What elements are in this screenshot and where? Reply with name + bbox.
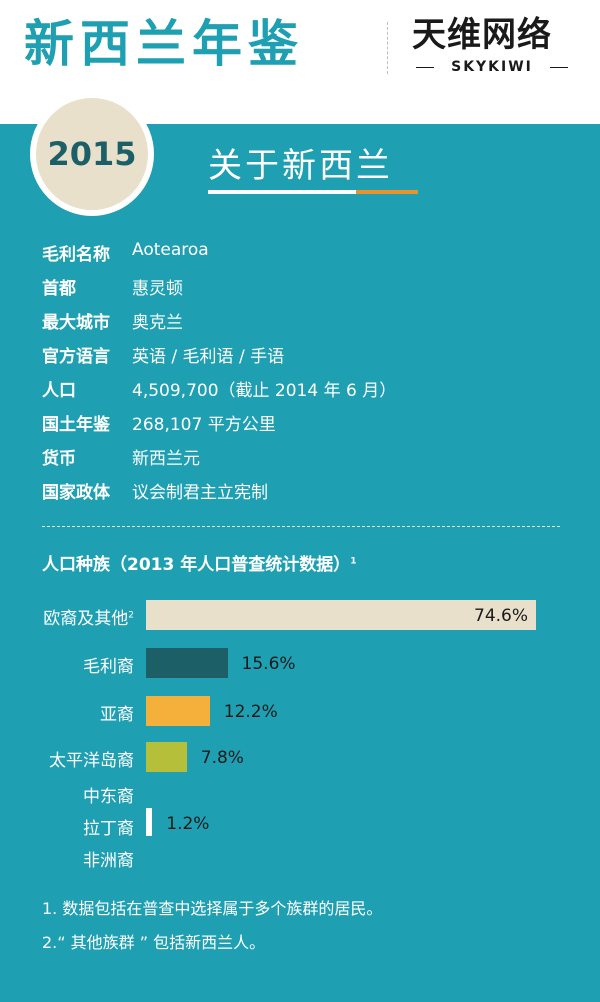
section-divider	[42, 526, 560, 527]
category-label-text: 毛利裔	[83, 657, 134, 677]
bar	[146, 600, 536, 630]
footnote-1: 1. 数据包括在普查中选择属于多个族群的居民。	[42, 899, 383, 918]
value-label: 7.8%	[200, 748, 244, 768]
chart-title-footnote-mark: 1	[350, 556, 357, 567]
fact-label: 货币	[42, 449, 76, 469]
footnote-2: 2.“ 其他族群 ” 包括新西兰人。	[42, 933, 266, 952]
fact-value: 新西兰元	[132, 449, 200, 469]
fact-row: 人口 4,509,700（截止 2014 年 6 月）	[42, 372, 562, 406]
ethnicity-bar-chart: 欧裔及其他2 74.6% 毛利裔 15.6% 亚裔 12.2% 太平洋岛裔 7.8% 中东裔拉丁…	[0, 590, 600, 871]
fact-label: 毛利名称	[42, 245, 110, 265]
year-badge: 2015	[30, 92, 154, 216]
fact-value: Aotearoa	[132, 240, 209, 260]
fact-value: 议会制君主立宪制	[132, 483, 268, 503]
section-title-underline	[208, 190, 418, 194]
category-label-text: 非洲裔	[83, 851, 134, 871]
category-label-text: 拉丁裔	[83, 819, 134, 839]
category-label: 非洲裔	[83, 846, 134, 871]
bar	[146, 808, 153, 836]
bar	[146, 648, 228, 678]
fact-row: 首都 惠灵顿	[42, 270, 562, 304]
underline-accent	[356, 190, 418, 194]
category-label-text: 亚裔	[100, 705, 134, 725]
fact-row: 毛利名称 Aotearoa	[42, 236, 562, 270]
fact-label: 官方语言	[42, 347, 110, 367]
category-label: 拉丁裔	[83, 814, 134, 839]
logo-english-text: SKYKIWI	[412, 58, 572, 76]
fact-label: 首都	[42, 279, 76, 299]
category-label-text: 欧裔及其他	[43, 609, 129, 629]
page-title: 新西兰年鉴	[24, 15, 304, 73]
category-footnote-mark: 2	[128, 610, 134, 621]
year-text: 2015	[47, 135, 137, 173]
fact-value: 268,107 平方公里	[132, 415, 276, 435]
fact-value: 4,509,700（截止 2014 年 6 月）	[132, 381, 397, 401]
category-label-text: 太平洋岛裔	[49, 751, 134, 771]
fact-value: 奥克兰	[132, 313, 183, 333]
fact-row: 国土年鉴 268,107 平方公里	[42, 406, 562, 440]
chart-title-text: 人口种族（2013 年人口普查统计数据）	[42, 555, 351, 575]
category-label: 中东裔	[83, 782, 134, 807]
skykiwi-logo: 天维网络 SKYKIWI	[412, 16, 572, 80]
footnotes: 1. 数据包括在普查中选择属于多个族群的居民。 2.“ 其他族群 ” 包括新西兰…	[42, 892, 572, 960]
bar	[146, 742, 187, 772]
category-label: 亚裔	[100, 700, 134, 725]
value-label: 74.6%	[474, 606, 529, 626]
facts-list: 毛利名称 Aotearoa 首都 惠灵顿最大城市 奥克兰官方语言 英语 / 毛利语 / 手…	[42, 236, 562, 508]
fact-value: 英语 / 毛利语 / 手语	[132, 347, 285, 367]
fact-row: 国家政体 议会制君主立宪制	[42, 474, 562, 508]
header-divider	[387, 22, 388, 74]
fact-row: 货币 新西兰元	[42, 440, 562, 474]
value-label: 12.2%	[223, 702, 278, 722]
fact-label: 最大城市	[42, 313, 110, 333]
fact-row: 最大城市 奥克兰	[42, 304, 562, 338]
logo-chinese-text: 天维网络	[412, 15, 552, 55]
fact-label: 国家政体	[42, 483, 110, 503]
fact-label: 人口	[42, 381, 76, 401]
fact-row: 官方语言 英语 / 毛利语 / 手语	[42, 338, 562, 372]
fact-label: 国土年鉴	[42, 415, 110, 435]
bar	[146, 696, 210, 726]
section-title: 关于新西兰	[208, 146, 393, 186]
chart-title: 人口种族（2013 年人口普查统计数据）1	[42, 550, 357, 575]
category-label: 太平洋岛裔	[49, 746, 134, 771]
category-label-text: 中东裔	[83, 787, 134, 807]
category-label: 毛利裔	[83, 652, 134, 677]
category-label: 欧裔及其他2	[43, 604, 134, 629]
value-label: 1.2%	[166, 814, 210, 834]
fact-value: 惠灵顿	[132, 279, 183, 299]
value-label: 15.6%	[241, 654, 296, 674]
